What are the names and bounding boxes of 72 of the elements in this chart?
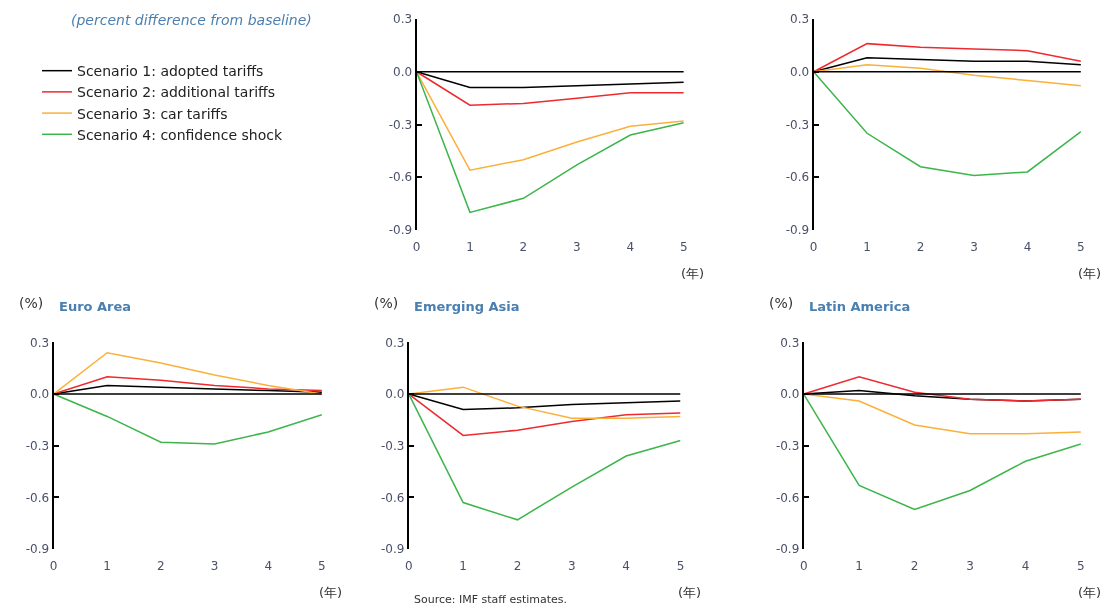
y-tick-label: 0.0 (30, 387, 50, 402)
x-tick-label: 2 (519, 239, 528, 254)
y-axis-title: (%) (374, 295, 399, 311)
x-tick-label: 5 (679, 239, 688, 254)
legend-label: Scenario 1: adopted tariffs (77, 63, 264, 80)
source-note: Source: IMF staff estimates. (414, 593, 568, 606)
y-tick-label: 0.0 (385, 387, 405, 402)
y-tick-label: -0.3 (25, 438, 50, 453)
text: (percent difference from baseline) (71, 12, 312, 28)
y-tick-label: -0.3 (775, 438, 800, 453)
x-tick-label: 0 (49, 559, 58, 574)
y-tick-label: -0.9 (25, 542, 50, 557)
y-tick-label: -0.6 (388, 170, 413, 185)
y-tick-label: 0.3 (780, 335, 800, 350)
chart-title: Euro Area (59, 299, 132, 314)
x-tick-label: 2 (157, 559, 165, 574)
x-tick-label: 4 (1023, 239, 1032, 254)
x-tick-label: 2 (910, 559, 919, 574)
y-tick-label: 0.3 (790, 12, 810, 27)
x-tick-label: 3 (210, 559, 219, 574)
y-tick-label: -0.6 (380, 490, 405, 505)
x-tick-label: 0 (412, 239, 421, 254)
x-tick-label: 5 (318, 559, 326, 574)
x-tick-label: 3 (568, 559, 576, 574)
y-tick-label: -0.3 (785, 117, 810, 132)
x-tick-label: 3 (573, 239, 581, 254)
y-tick-label: -0.9 (380, 542, 405, 557)
y-tick-label: -0.6 (25, 490, 50, 505)
x-tick-label: 5 (676, 559, 685, 574)
y-tick-label: -0.3 (388, 117, 413, 132)
y-tick-label: -0.9 (388, 223, 413, 238)
x-tick-label: 4 (264, 559, 273, 574)
x-tick-label: 1 (466, 239, 474, 254)
y-tick-label: -0.6 (775, 490, 800, 505)
y-tick-label: -0.6 (785, 170, 810, 185)
x-tick-label: 1 (103, 559, 111, 574)
x-axis-title: (年) (681, 266, 705, 281)
y-tick-label: 0.0 (393, 64, 413, 79)
legend-label: Scenario 4: confidence shock (77, 126, 283, 143)
x-axis-title: (年) (319, 585, 343, 600)
x-tick-label: 0 (404, 559, 413, 574)
x-axis-title: (年) (1078, 585, 1102, 600)
x-tick-label: 4 (622, 559, 630, 574)
y-tick-label: 0.0 (780, 387, 800, 402)
chart-title: Latin America (809, 299, 911, 314)
x-tick-label: 4 (626, 239, 635, 254)
x-tick-label: 5 (1077, 559, 1085, 574)
x-tick-label: 5 (1077, 239, 1085, 254)
y-tick-label: 0.3 (385, 335, 405, 350)
x-axis-title: (年) (678, 585, 702, 600)
x-tick-label: 0 (799, 559, 808, 574)
y-tick-label: 0.0 (790, 64, 810, 79)
y-tick-label: 0.3 (30, 335, 50, 350)
x-tick-label: 3 (966, 559, 974, 574)
x-tick-label: 1 (863, 239, 871, 254)
y-tick-label: -0.9 (785, 223, 810, 238)
chart-title: Emerging Asia (414, 299, 520, 314)
x-tick-label: 0 (809, 239, 818, 254)
x-tick-label: 3 (970, 239, 978, 254)
x-tick-label: 1 (459, 559, 467, 574)
y-axis-title: (%) (19, 295, 44, 311)
x-tick-label: 4 (1021, 559, 1030, 574)
x-tick-label: 2 (513, 559, 522, 574)
x-tick-label: 1 (855, 559, 863, 574)
y-tick-label: -0.3 (380, 438, 405, 453)
y-tick-label: 0.3 (393, 12, 413, 27)
x-tick-label: 2 (916, 239, 925, 254)
y-axis-title: (%) (769, 295, 794, 311)
legend-label: Scenario 2: additional tariffs (77, 84, 276, 101)
y-tick-label: -0.9 (775, 542, 800, 557)
x-axis-title: (年) (1078, 266, 1102, 281)
legend-label: Scenario 3: car tariffs (77, 105, 228, 122)
